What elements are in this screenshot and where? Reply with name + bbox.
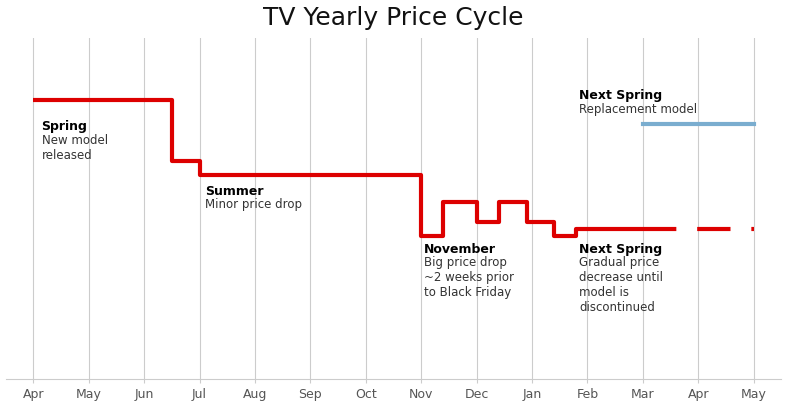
Text: Gradual price
decrease until
model is
discontinued: Gradual price decrease until model is di… [579,256,663,314]
Title: TV Yearly Price Cycle: TV Yearly Price Cycle [263,6,524,30]
Text: Minor price drop: Minor price drop [205,198,302,211]
Text: New model
released: New model released [42,134,108,162]
Text: Next Spring: Next Spring [579,90,663,103]
Text: Big price drop
~2 weeks prior
to Black Friday: Big price drop ~2 weeks prior to Black F… [424,256,514,299]
Text: Summer: Summer [205,185,264,198]
Text: Replacement model: Replacement model [579,103,697,116]
Text: November: November [424,243,496,256]
Text: Spring: Spring [42,120,87,133]
Text: Next Spring: Next Spring [579,243,663,256]
